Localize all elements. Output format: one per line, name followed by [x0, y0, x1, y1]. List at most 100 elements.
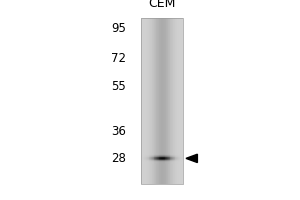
Bar — [169, 158, 170, 159]
Bar — [163, 18, 164, 184]
Bar — [145, 161, 146, 162]
Bar — [179, 158, 180, 159]
Bar — [154, 155, 155, 156]
Bar — [177, 158, 178, 159]
Bar — [151, 162, 152, 163]
Bar — [177, 157, 178, 158]
Bar — [155, 161, 156, 162]
Bar — [177, 160, 178, 161]
Text: 55: 55 — [111, 80, 126, 93]
Bar — [179, 155, 180, 156]
Bar — [169, 161, 170, 162]
Bar — [171, 18, 172, 184]
Bar — [150, 161, 151, 162]
Bar — [150, 160, 151, 161]
Bar — [156, 155, 157, 156]
Bar — [169, 160, 170, 161]
Bar — [182, 162, 183, 163]
Bar — [174, 18, 175, 184]
Bar — [172, 161, 173, 162]
Bar — [158, 153, 159, 154]
Bar — [153, 156, 154, 157]
Bar — [173, 155, 174, 156]
Bar — [175, 156, 176, 157]
Bar — [142, 155, 143, 156]
Bar — [176, 18, 177, 184]
Bar — [141, 155, 142, 156]
Bar — [163, 162, 164, 163]
Bar — [174, 161, 175, 162]
Bar — [143, 155, 144, 156]
Bar — [165, 158, 166, 159]
Bar — [148, 153, 149, 154]
Bar — [165, 157, 166, 158]
Bar — [179, 18, 180, 184]
Bar — [168, 18, 169, 184]
Bar — [164, 154, 165, 155]
Bar — [153, 160, 154, 161]
Bar — [169, 159, 170, 160]
Bar — [165, 163, 166, 164]
Bar — [144, 157, 145, 158]
Bar — [156, 161, 157, 162]
Bar — [170, 153, 171, 154]
Bar — [179, 157, 180, 158]
Bar — [151, 155, 152, 156]
Bar — [152, 161, 153, 162]
Bar — [180, 157, 181, 158]
Bar — [169, 159, 170, 160]
Bar — [176, 158, 177, 159]
Bar — [178, 153, 179, 154]
Bar — [159, 160, 160, 161]
Bar — [154, 156, 155, 157]
Bar — [176, 156, 177, 157]
Bar — [176, 155, 177, 156]
Bar — [171, 156, 172, 157]
Bar — [178, 155, 179, 156]
Bar — [153, 161, 154, 162]
Bar — [159, 159, 160, 160]
Bar — [145, 157, 146, 158]
Bar — [146, 157, 147, 158]
Bar — [148, 161, 149, 162]
Bar — [168, 163, 169, 164]
Bar — [157, 159, 158, 160]
Bar — [159, 161, 160, 162]
Bar — [150, 156, 151, 157]
Bar — [170, 161, 171, 162]
Bar — [167, 161, 168, 162]
Bar — [169, 163, 170, 164]
Bar — [158, 159, 159, 160]
Bar — [160, 160, 161, 161]
Bar — [171, 163, 172, 164]
Bar — [173, 162, 174, 163]
Bar — [164, 162, 165, 163]
Bar — [141, 158, 142, 159]
Bar — [142, 159, 143, 160]
Bar — [142, 161, 143, 162]
Bar — [143, 159, 144, 160]
Bar — [142, 163, 143, 164]
Bar — [172, 159, 173, 160]
Bar — [159, 156, 160, 157]
Bar — [175, 157, 176, 158]
Bar — [169, 155, 170, 156]
Bar — [177, 163, 178, 164]
Bar — [175, 161, 176, 162]
Bar — [144, 162, 145, 163]
Bar — [142, 160, 143, 161]
Bar — [151, 18, 152, 184]
Bar — [143, 153, 144, 154]
Bar — [152, 153, 153, 154]
Bar — [176, 154, 177, 155]
Bar — [152, 157, 153, 158]
Bar — [178, 160, 179, 161]
Bar — [157, 160, 158, 161]
Bar — [142, 153, 143, 154]
Bar — [162, 156, 163, 157]
Bar — [160, 158, 161, 159]
Bar — [168, 153, 169, 154]
Bar — [174, 158, 175, 159]
Bar — [180, 161, 181, 162]
Bar — [154, 157, 155, 158]
